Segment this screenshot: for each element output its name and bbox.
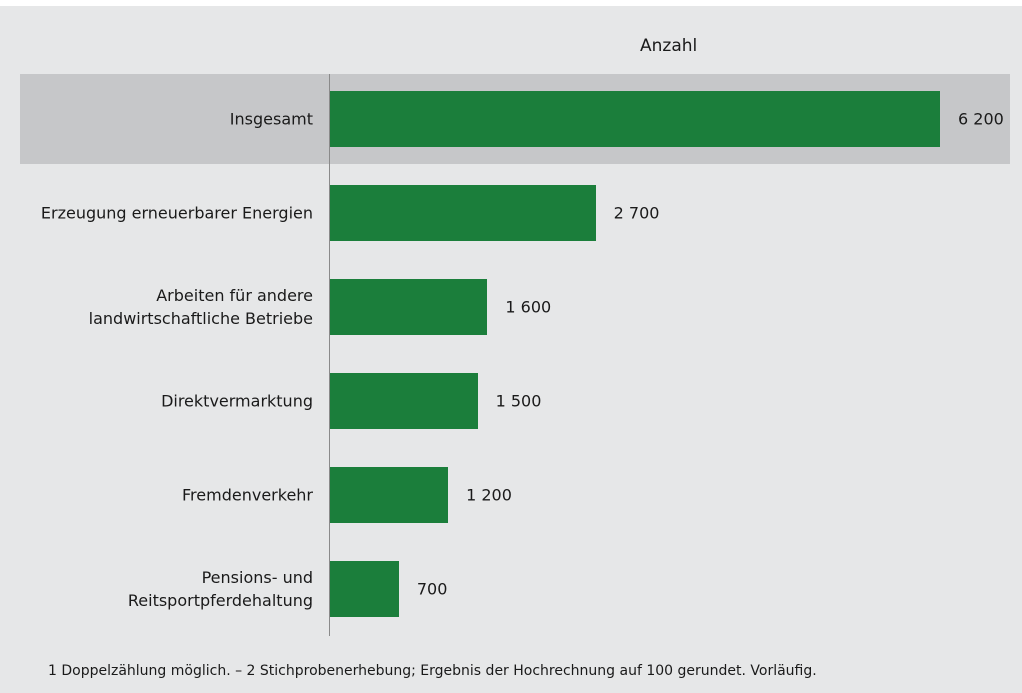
bar: [330, 91, 940, 147]
value-label: 2 700: [613, 203, 660, 223]
category-label: Fremdenverkehr: [182, 485, 313, 505]
value-label: 1 200: [466, 485, 512, 505]
bar: [330, 467, 449, 523]
category-label: Insgesamt: [229, 109, 313, 129]
value-label: 6 200: [958, 109, 1004, 129]
value-label: 700: [416, 579, 448, 599]
bar: [330, 279, 488, 335]
axis-line: [329, 74, 330, 636]
bar: [330, 185, 596, 241]
axis-title: Anzahl: [640, 36, 698, 56]
category-label: Arbeiten für andere landwirtschaftliche …: [88, 286, 313, 328]
value-label: 1 500: [495, 391, 542, 411]
category-label: Direktvermarktung: [161, 391, 313, 411]
category-label: Pensions- und Reitsportpferdehaltung: [127, 568, 313, 610]
category-label: Erzeugung erneuerbarer Energien: [40, 203, 313, 223]
value-label: 1 600: [505, 297, 552, 317]
bar: [330, 561, 399, 617]
footnote: 1 Doppelzählung möglich. – 2 Stichproben…: [48, 663, 817, 679]
bar: [330, 373, 478, 429]
